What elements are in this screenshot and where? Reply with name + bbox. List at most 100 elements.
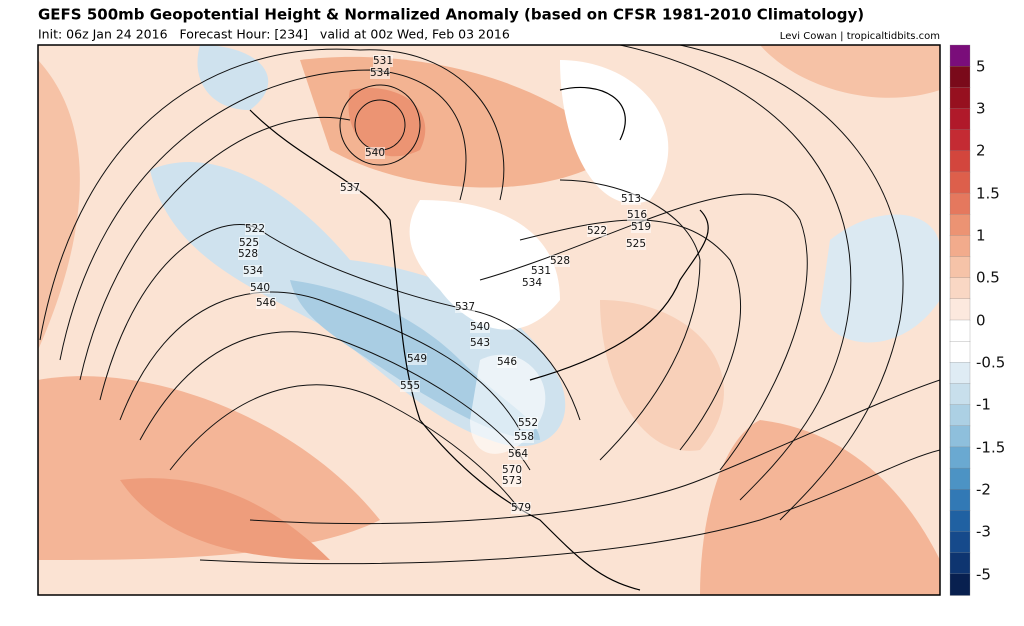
- colorbar-label: 1.5: [976, 185, 1000, 203]
- colorbar-swatch: [949, 298, 971, 321]
- colorbar-swatch: [949, 108, 971, 131]
- colorbar-label: -1: [976, 396, 991, 414]
- label-backdrop: [245, 223, 265, 235]
- colorbar-swatch: [949, 552, 971, 575]
- contour-label: 552: [518, 417, 538, 429]
- colorbar-swatch: [949, 171, 971, 194]
- map-frame: [37, 44, 941, 596]
- label-backdrop: [621, 193, 641, 205]
- contour-label: 570: [502, 464, 522, 476]
- label-backdrop: [365, 147, 385, 159]
- colorbar-swatch: [949, 277, 971, 300]
- colorbar-label: -2: [976, 481, 991, 499]
- contour-label: 528: [238, 248, 258, 260]
- contour-label: 549: [407, 353, 427, 365]
- colorbar-swatch: [949, 214, 971, 237]
- contour-label: 528: [550, 255, 570, 267]
- colorbar-swatch: [949, 573, 971, 596]
- contour-label: 579: [511, 502, 531, 514]
- label-backdrop: [497, 356, 517, 368]
- label-backdrop: [550, 255, 570, 267]
- contour-label: 543: [470, 337, 490, 349]
- colorbar-label: -1.5: [976, 439, 1005, 457]
- contour-label: 564: [508, 448, 528, 460]
- contour-label: 531: [373, 55, 393, 67]
- contour-label: 531: [531, 265, 551, 277]
- label-backdrop: [587, 225, 607, 237]
- colorbar-swatch: [949, 87, 971, 110]
- label-backdrop: [238, 248, 258, 260]
- colorbar-label: 0: [976, 312, 986, 330]
- label-backdrop: [531, 265, 551, 277]
- contour-label: 525: [239, 237, 259, 249]
- contour-label: 513: [621, 193, 641, 205]
- contour-label: 540: [470, 321, 490, 333]
- label-backdrop: [470, 337, 490, 349]
- label-backdrop: [400, 380, 420, 392]
- label-backdrop: [514, 431, 534, 443]
- contour-label: 519: [631, 221, 651, 233]
- label-backdrop: [508, 448, 528, 460]
- contour-label: 534: [243, 265, 263, 277]
- colorbar-swatch: [949, 446, 971, 469]
- contour-label: 516: [627, 209, 647, 221]
- label-backdrop: [370, 67, 390, 79]
- colorbar-label: -5: [976, 566, 991, 584]
- contour-label: 525: [626, 238, 646, 250]
- colorbar-swatch: [949, 510, 971, 533]
- contour-label: 522: [587, 225, 607, 237]
- contour-label: 522: [245, 223, 265, 235]
- contour-label: 537: [340, 182, 360, 194]
- subtitle: Init: 06z Jan 24 2016 Forecast Hour: [23…: [38, 27, 510, 42]
- colorbar-swatch: [949, 66, 971, 88]
- label-backdrop: [626, 238, 646, 250]
- label-backdrop: [522, 277, 542, 289]
- colorbar-swatch: [949, 44, 971, 67]
- colorbar-swatch: [949, 341, 971, 363]
- contour-label: 573: [502, 475, 522, 487]
- label-backdrop: [502, 475, 522, 487]
- colorbar-label: 2: [976, 142, 986, 160]
- colorbar-swatch: [949, 531, 971, 554]
- colorbar-label: 0.5: [976, 269, 1000, 287]
- contour-label: 534: [370, 67, 390, 79]
- contour-label: 534: [522, 277, 542, 289]
- label-backdrop: [511, 502, 531, 514]
- colorbar-swatch: [949, 256, 971, 279]
- colorbar-swatch: [949, 489, 971, 512]
- colorbar-label: 1: [976, 227, 986, 245]
- colorbar-swatch: [949, 425, 971, 448]
- label-backdrop: [340, 182, 360, 194]
- label-backdrop: [518, 417, 538, 429]
- label-backdrop: [455, 301, 475, 313]
- label-backdrop: [407, 353, 427, 365]
- label-backdrop: [243, 265, 263, 277]
- colorbar-swatch: [949, 383, 971, 406]
- contour-label: 546: [497, 356, 517, 368]
- colorbar-swatch: [949, 319, 971, 342]
- colorbar-label: -0.5: [976, 354, 1005, 372]
- credit: Levi Cowan | tropicaltidbits.com: [780, 31, 940, 42]
- label-backdrop: [250, 282, 270, 294]
- colorbar-swatch: [949, 235, 971, 258]
- title: GEFS 500mb Geopotential Height & Normali…: [38, 6, 864, 24]
- label-backdrop: [239, 237, 259, 249]
- colorbar-label: 3: [976, 100, 986, 118]
- contour-label: 555: [400, 380, 420, 392]
- colorbar-swatch: [949, 192, 971, 215]
- label-backdrop: [470, 321, 490, 333]
- colorbar-swatch: [949, 404, 971, 427]
- contours: [39, 45, 940, 565]
- colorbar-label: -3: [976, 523, 991, 541]
- label-backdrop: [256, 297, 276, 309]
- contour-label: 558: [514, 431, 534, 443]
- colorbar-label: 5: [976, 58, 986, 76]
- label-backdrop: [373, 55, 393, 67]
- label-backdrop: [627, 209, 647, 221]
- colorbar-swatch: [949, 467, 971, 490]
- colorbar-swatch: [949, 129, 971, 152]
- label-backdrop: [631, 221, 651, 233]
- contour-label: 540: [250, 282, 270, 294]
- contour-label: 546: [256, 297, 276, 309]
